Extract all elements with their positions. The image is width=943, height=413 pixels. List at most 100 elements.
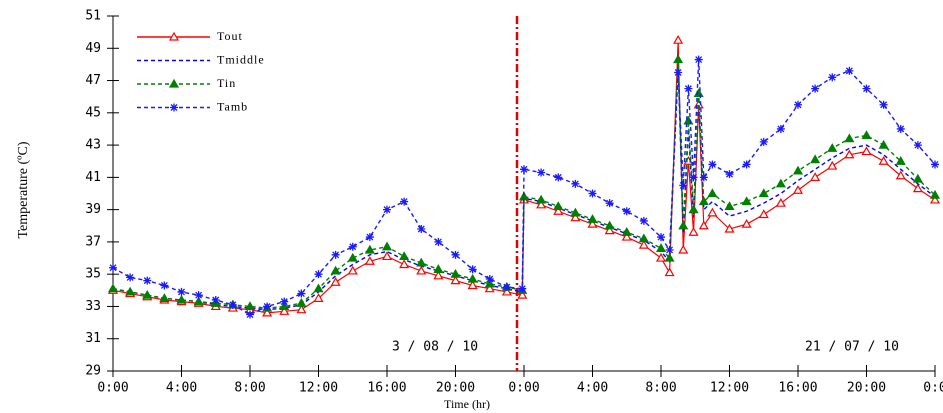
y-tick-label: 35 xyxy=(85,267,101,282)
y-axis-label: Temperature (ºC) xyxy=(16,141,31,238)
data-point xyxy=(159,293,170,302)
data-point xyxy=(313,293,324,302)
annotation: 3 / 08 / 10 xyxy=(392,340,478,355)
data-point xyxy=(314,270,323,279)
data-point xyxy=(655,243,667,252)
data-point xyxy=(451,250,460,259)
data-point xyxy=(688,204,699,214)
data-point xyxy=(725,170,734,179)
data-point xyxy=(827,143,838,152)
data-point xyxy=(621,231,632,241)
data-point xyxy=(639,216,648,225)
data-point xyxy=(775,197,786,207)
data-point xyxy=(517,289,528,299)
data-point xyxy=(399,259,410,269)
x-tick-label: 0:00 xyxy=(508,381,539,396)
data-point xyxy=(679,181,688,190)
data-point xyxy=(484,278,495,288)
data-point xyxy=(553,201,564,211)
data-point xyxy=(554,173,563,182)
data-point xyxy=(296,304,307,314)
data-point xyxy=(741,218,752,228)
data-point xyxy=(347,252,358,262)
x-tick-label: 4:00 xyxy=(166,381,197,396)
data-point xyxy=(707,188,718,198)
data-point xyxy=(878,156,889,165)
data-point xyxy=(724,201,735,211)
data-point xyxy=(125,286,136,296)
data-point xyxy=(741,196,752,206)
x-tick-label: 0:0 xyxy=(923,381,943,396)
data-point xyxy=(193,296,204,306)
data-point xyxy=(678,220,689,230)
y-tick-label: 49 xyxy=(85,41,101,56)
data-point xyxy=(331,250,340,259)
data-point xyxy=(416,265,427,275)
data-point xyxy=(399,251,410,261)
legend-label: Tamb xyxy=(217,99,248,113)
data-point xyxy=(621,227,632,236)
data-point xyxy=(775,178,786,188)
data-point xyxy=(794,100,802,109)
data-point xyxy=(707,207,718,217)
data-point xyxy=(724,223,735,233)
data-point xyxy=(553,206,564,215)
data-point xyxy=(844,133,855,143)
data-point xyxy=(194,291,203,300)
x-tick-label: 16:00 xyxy=(367,381,406,396)
data-point xyxy=(176,294,187,304)
data-point xyxy=(536,199,547,209)
data-point xyxy=(296,298,307,307)
data-point xyxy=(693,88,704,98)
x-tick-label: 20:00 xyxy=(847,381,886,396)
y-tick-label: 45 xyxy=(85,105,101,120)
data-point xyxy=(484,283,495,293)
annotation: 21 / 07 / 10 xyxy=(805,340,899,355)
data-point xyxy=(792,165,804,175)
data-point xyxy=(878,139,889,149)
data-point xyxy=(518,284,527,293)
data-point xyxy=(587,218,598,228)
data-point xyxy=(417,225,426,233)
data-point xyxy=(502,283,511,292)
data-point xyxy=(758,188,769,198)
data-point xyxy=(381,241,393,251)
data-point xyxy=(571,179,580,188)
data-point xyxy=(434,237,443,246)
x-tick-label: 12:00 xyxy=(710,381,749,396)
legend-label: Tout xyxy=(217,29,243,43)
data-point xyxy=(622,207,631,216)
y-tick-label: 43 xyxy=(85,138,101,153)
data-point xyxy=(263,302,272,311)
data-point xyxy=(279,301,290,311)
data-point xyxy=(364,244,375,254)
data-point xyxy=(364,256,375,265)
data-point xyxy=(433,264,444,273)
y-tick-label: 29 xyxy=(85,364,101,379)
data-point xyxy=(698,220,709,230)
data-point xyxy=(244,301,256,311)
data-point xyxy=(143,276,152,285)
data-point xyxy=(467,273,478,283)
legend-marker xyxy=(168,78,180,88)
data-point xyxy=(416,257,427,267)
data-point xyxy=(758,209,769,219)
data-point xyxy=(811,84,820,93)
data-point xyxy=(684,84,693,93)
data-point xyxy=(792,185,804,194)
data-point xyxy=(694,55,703,64)
data-point xyxy=(211,296,220,304)
data-point xyxy=(365,233,374,242)
data-point xyxy=(246,310,254,319)
data-point xyxy=(570,207,581,217)
data-point xyxy=(177,287,186,296)
data-point xyxy=(638,239,649,249)
data-point xyxy=(665,245,674,254)
data-point xyxy=(280,297,289,306)
data-point xyxy=(929,194,941,204)
data-point xyxy=(450,275,461,285)
data-point xyxy=(279,306,290,315)
legend-marker xyxy=(170,103,178,112)
data-point xyxy=(664,267,675,277)
